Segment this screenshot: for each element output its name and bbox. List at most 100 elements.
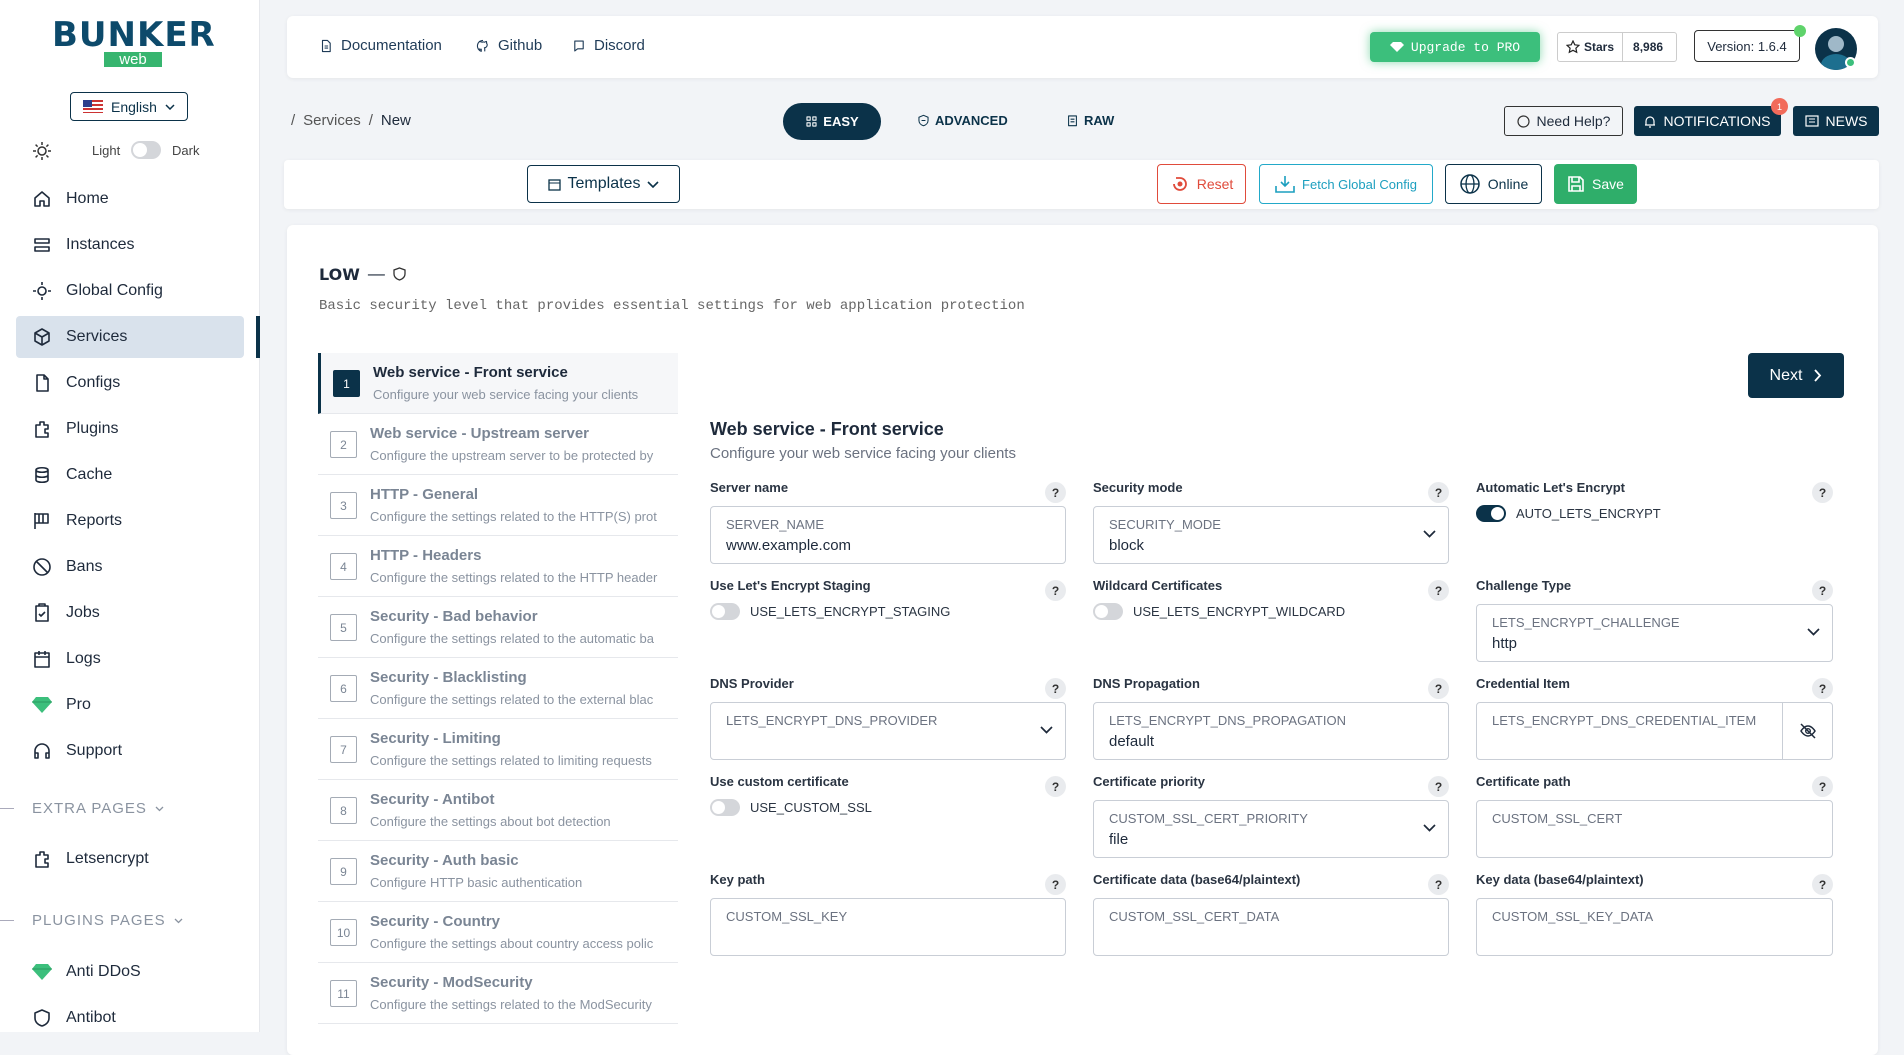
icon — [34, 651, 50, 668]
step[interactable]: 3 HTTP - General Configure the settings re… — [318, 475, 678, 536]
password-box[interactable]: LETS_ENCRYPT_DNS_CREDENTIAL_ITEM — [1476, 702, 1833, 760]
logo-subtitle: web — [104, 52, 162, 67]
nav-item[interactable]: Home — [16, 178, 244, 220]
online-button[interactable]: Online — [1445, 164, 1542, 204]
help-icon[interactable]: ? — [1812, 580, 1833, 601]
help-icon[interactable]: ? — [1045, 874, 1066, 895]
save-button[interactable]: Save — [1554, 164, 1637, 204]
help-icon[interactable]: ? — [1045, 482, 1066, 503]
step[interactable]: 10 Security - Country Configure the settin… — [318, 902, 678, 963]
breadcrumb-item[interactable]: Services — [303, 112, 361, 129]
help-icon[interactable]: ? — [1812, 482, 1833, 503]
input-box[interactable]: LETS_ENCRYPT_DNS_PROPAGATION default — [1093, 702, 1449, 760]
nav-item[interactable]: Plugins — [16, 408, 244, 450]
avatar[interactable] — [1815, 28, 1857, 70]
nav-item[interactable]: Antibot — [16, 997, 244, 1039]
help-icon[interactable]: ? — [1045, 580, 1066, 601]
github-stars[interactable]: Stars 8,986 — [1557, 32, 1677, 62]
theme-toggle[interactable] — [131, 141, 161, 159]
help-icon[interactable]: ? — [1428, 580, 1449, 601]
topbar-link[interactable]: Documentation — [319, 37, 442, 54]
icon — [33, 558, 51, 576]
templates-button[interactable]: Templates — [527, 165, 680, 203]
section-title[interactable]: EXTRA PAGES — [0, 800, 164, 817]
topbar-link[interactable]: Github — [476, 37, 542, 54]
mode-tab[interactable]: ADVANCED — [917, 113, 1008, 128]
nav-item[interactable]: Anti DDoS — [16, 951, 244, 993]
step[interactable]: 8 Security - Antibot Configure the setting… — [318, 780, 678, 841]
step[interactable]: 1 Web service - Front service Configure yo… — [318, 353, 678, 414]
sidebar: BUNKER web English Light Dark Home Instan… — [0, 0, 260, 1032]
nav-item[interactable]: Cache — [16, 454, 244, 496]
nav-item[interactable]: Jobs — [16, 592, 244, 634]
upgrade-button[interactable]: Upgrade to PRO — [1370, 32, 1540, 62]
fetch-button[interactable]: Fetch Global Config — [1259, 164, 1433, 204]
topbar-link[interactable]: Discord — [572, 37, 645, 54]
nav-item[interactable]: Instances — [16, 224, 244, 266]
help-icon[interactable]: ? — [1812, 678, 1833, 699]
input-box[interactable]: CUSTOM_SSL_KEY_DATA — [1476, 898, 1833, 956]
section-title[interactable]: PLUGINS PAGES — [0, 912, 183, 929]
toggle-switch[interactable] — [710, 799, 740, 816]
step[interactable]: 6 Security - Blacklisting Configure the se… — [318, 658, 678, 719]
nav-item[interactable]: Bans — [16, 546, 244, 588]
nav-item[interactable]: Global Config — [16, 270, 244, 312]
step-title: Security - ModSecurity — [370, 974, 533, 991]
step[interactable]: 2 Web service - Upstream server Configure … — [318, 414, 678, 475]
nav-item[interactable]: Configs — [16, 362, 244, 404]
select-box[interactable]: SECURITY_MODE block — [1093, 506, 1449, 564]
toggle-switch[interactable] — [710, 603, 740, 620]
mode-tab[interactable]: EASY — [783, 103, 881, 140]
language-select[interactable]: English — [70, 92, 188, 121]
mode-tab[interactable]: RAW — [1066, 113, 1114, 128]
help-icon[interactable]: ? — [1045, 776, 1066, 797]
nav-item[interactable]: Letsencrypt — [16, 838, 244, 880]
help-icon[interactable]: ? — [1428, 776, 1449, 797]
step-number: 4 — [330, 553, 357, 580]
nav-item[interactable]: Logs — [16, 638, 244, 680]
help-icon[interactable]: ? — [1428, 482, 1449, 503]
nav-item[interactable]: Pro — [16, 684, 244, 726]
toggle-switch[interactable] — [1093, 603, 1123, 620]
select-box[interactable]: LETS_ENCRYPT_CHALLENGE http — [1476, 604, 1833, 662]
select-box[interactable]: CUSTOM_SSL_CERT_PRIORITY file — [1093, 800, 1449, 858]
step-title: Security - Antibot — [370, 791, 495, 808]
nav-item[interactable]: Services — [16, 316, 244, 358]
next-button[interactable]: Next — [1748, 353, 1844, 398]
select-chevron — [1040, 726, 1053, 734]
reset-button[interactable]: Reset — [1157, 164, 1246, 204]
step[interactable]: 4 HTTP - Headers Configure the settings re… — [318, 536, 678, 597]
version-badge[interactable]: Version: 1.6.4 — [1694, 30, 1800, 62]
help-icon[interactable]: ? — [1428, 678, 1449, 699]
section-label: EXTRA PAGES — [32, 800, 147, 817]
nav-item[interactable]: Support — [16, 730, 244, 772]
logo[interactable]: BUNKER web — [52, 15, 216, 67]
input-box[interactable]: CUSTOM_SSL_CERT_DATA — [1093, 898, 1449, 956]
help-icon[interactable]: ? — [1045, 678, 1066, 699]
input-box[interactable]: CUSTOM_SSL_KEY — [710, 898, 1066, 956]
toggle-knob — [712, 801, 725, 814]
setting-name: CUSTOM_SSL_CERT_PRIORITY — [1109, 811, 1308, 826]
nav-item[interactable]: Reports — [16, 500, 244, 542]
topbar — [287, 16, 1878, 78]
logo-title: BUNKER — [52, 15, 216, 55]
notifications-button[interactable]: NOTIFICATIONS — [1634, 106, 1781, 136]
eye-off-icon[interactable] — [1799, 723, 1817, 739]
news-button[interactable]: NEWS — [1793, 106, 1879, 136]
help-icon[interactable]: ? — [1428, 874, 1449, 895]
help-icon[interactable]: ? — [1812, 874, 1833, 895]
bell-icon — [1645, 115, 1656, 128]
field-value: default — [1109, 733, 1155, 750]
select-box[interactable]: LETS_ENCRYPT_DNS_PROVIDER — [710, 702, 1066, 760]
input-box[interactable]: CUSTOM_SSL_CERT — [1476, 800, 1833, 858]
step[interactable]: 5 Security - Bad behavior Configure the se… — [318, 597, 678, 658]
help-icon[interactable]: ? — [1812, 776, 1833, 797]
toggle-switch[interactable] — [1476, 505, 1506, 522]
step[interactable]: 9 Security - Auth basic Configure HTTP bas… — [318, 841, 678, 902]
field-label: DNS Propagation — [1093, 676, 1200, 691]
step[interactable]: 7 Security - Limiting Configure the settin… — [318, 719, 678, 780]
step[interactable]: 11 Security - ModSecurity Configure the se… — [318, 963, 678, 1024]
help-button[interactable]: Need Help? — [1504, 106, 1623, 136]
input-box[interactable]: SERVER_NAME www.example.com — [710, 506, 1066, 564]
